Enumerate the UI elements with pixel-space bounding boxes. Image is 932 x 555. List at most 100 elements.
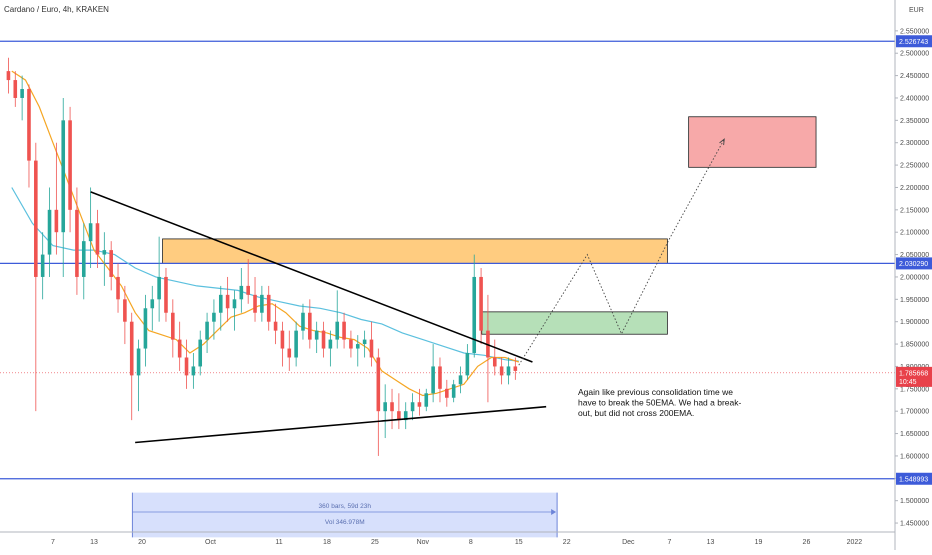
candle-body [445,388,449,398]
candle [390,388,394,430]
candle [321,321,326,358]
candle-body [136,348,141,376]
candle [335,290,340,349]
candle [397,393,401,430]
resistance-mid-badge-label: 2.030290 [899,261,928,268]
candle [218,285,223,331]
candle [198,330,203,376]
y-tick-label: 2.050000 [900,252,929,259]
candle-body [225,294,230,309]
x-tick-label: 25 [371,539,379,546]
candle [61,97,66,277]
candle-body [177,339,182,358]
candle [506,357,511,385]
candle-body [397,411,401,421]
projection-path [518,138,725,366]
candle-body [40,254,45,277]
candle-body [102,250,107,255]
candle-body [246,285,250,295]
annotation-layer: Again like previous consolidation time w… [578,387,741,418]
candle [479,268,483,345]
candle [294,321,298,367]
candle-body [191,366,196,376]
candle [47,187,52,277]
candle-body [342,321,346,340]
candle-body [123,299,127,322]
resistance-top-badge-label: 2.526743 [899,39,928,46]
candle-body [403,411,408,421]
y-tick-label: 2.550000 [900,28,929,35]
candle [301,303,305,340]
candle-body [492,357,497,367]
candle [266,285,271,331]
x-tick-label: Dec [622,539,635,546]
x-tick-label: 7 [667,539,671,546]
ascending-trendline [135,405,547,444]
candle-body [314,330,319,340]
candle-body [417,402,422,407]
y-tick-label: 2.100000 [900,230,929,237]
candle-body [424,393,429,407]
candle-body [260,294,264,313]
y-tick-label: 1.450000 [900,521,929,528]
candle [13,71,18,107]
annotation-line: Again like previous consolidation time w… [578,387,733,397]
y-tick-label: 1.600000 [900,453,929,460]
candle [116,263,120,313]
candle [150,285,155,331]
candle-body [349,339,353,349]
candle [109,241,113,291]
candle-body [335,321,340,340]
candle-body [232,299,237,309]
candle-body [321,330,326,349]
candle-body [61,120,66,233]
candle-body [301,312,305,331]
x-tick-label: 22 [563,539,571,546]
current-price-time: 10:45 [899,379,917,386]
candle-body [355,344,360,349]
candle-body [239,285,244,300]
candle-body [198,339,203,367]
y-tick-label: 1.850000 [900,342,929,349]
y-tick-label: 1.750000 [900,386,929,393]
y-tick-label: 2.150000 [900,207,929,214]
candle [184,339,189,389]
candle [157,236,161,322]
candle [136,339,141,412]
x-tick-label: 13 [707,539,715,546]
candle-body [150,299,155,309]
candle-body [499,366,504,376]
range-arrow-head [551,508,557,515]
candle [129,312,134,421]
candle-body [287,348,292,358]
candle-body [280,330,285,349]
candle-body [253,294,257,313]
candle [328,330,333,367]
y-tick-label: 1.650000 [900,431,929,438]
candle [438,357,442,403]
candle [308,299,312,349]
current-price-badge [896,366,932,387]
candle [403,402,408,430]
x-tick-label: 15 [515,539,523,546]
green-zone [481,311,668,335]
candle-body [308,312,312,340]
x-tick-label: Nov [417,539,430,546]
candle-body [143,308,148,349]
y-tick-label: 2.350000 [900,118,929,125]
candle [171,299,175,358]
candle [280,321,285,367]
candle-body [438,366,442,389]
candle [355,335,360,367]
orange-zone [162,238,668,264]
candle-body [34,160,38,277]
annotation-line: out, but did not cross 200EMA. [578,408,694,418]
candle-body [369,339,374,358]
candle-body [410,402,415,412]
candle [492,339,497,376]
candle [513,357,518,380]
currency-label: EUR [909,7,924,14]
candle [20,75,24,121]
candle-body [273,321,278,331]
